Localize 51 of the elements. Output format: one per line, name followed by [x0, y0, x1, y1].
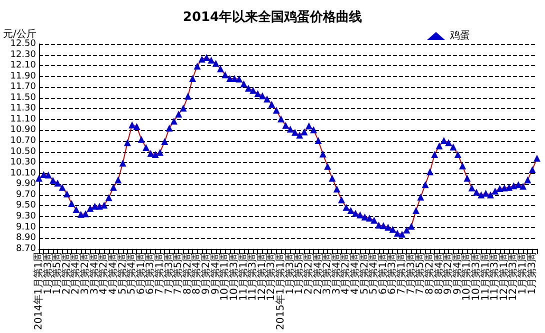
y-tick-label: 12.30: [10, 50, 36, 60]
x-tick-label: 4月第4周: [106, 252, 119, 295]
x-tick-label: 12月第1周: [256, 252, 268, 301]
x-tick-label: 7月第3周: [162, 252, 175, 295]
x-tick-label: 5月第2周: [116, 252, 128, 295]
y-tick-label: 12.50: [10, 39, 36, 49]
y-tick-label: 12.10: [10, 60, 36, 71]
x-tick-label: 2014年1月第1周: [32, 252, 44, 330]
x-tick-label: 8月第2周: [423, 252, 436, 295]
x-tick-label: 1月第3周: [526, 252, 538, 295]
y-tick-label: 10.70: [10, 136, 36, 146]
y-tick-label: 9.90: [16, 179, 36, 190]
y-tick-label: 11.10: [10, 114, 36, 124]
chart-title: 2014年以来全国鸡蛋价格曲线: [182, 10, 362, 25]
y-tick-label: 11.90: [10, 71, 36, 82]
y-tick-label: 9.30: [16, 211, 36, 222]
x-tick-label: 3月第4周: [330, 252, 342, 295]
x-tick-label: 11月第1周: [479, 252, 492, 301]
x-tick-label: 6月第1周: [134, 252, 147, 295]
x-tick-label: 12月第1周: [498, 252, 510, 301]
legend-label: 鸡蛋: [449, 30, 470, 42]
x-tick-label: 1月第3周: [42, 252, 54, 295]
y-axis-title: 元/公斤: [3, 28, 36, 40]
y-tick-label: 9.50: [16, 200, 36, 211]
x-tick-label: 2月第2周: [60, 252, 72, 295]
x-tick-label: 10月第3周: [228, 252, 240, 301]
x-tick-label: 7月第3周: [404, 252, 417, 295]
y-tick-label: 11.70: [10, 82, 36, 92]
y-tick-label: 9.10: [16, 222, 36, 232]
y-tick-label: 8.70: [16, 244, 36, 254]
x-tick-label: 11月第1周: [237, 252, 250, 301]
x-tick-label: 6月第1周: [376, 252, 389, 295]
x-tick-label: 9月第4周: [451, 252, 464, 295]
y-tick-label: 11.50: [10, 92, 36, 103]
y-tick-label: 10.90: [10, 125, 36, 136]
x-tick-label: 3月第4周: [88, 252, 100, 295]
x-tick-label: 4月第4周: [348, 252, 361, 295]
x-tick-label: 9月第4周: [209, 252, 222, 295]
y-tick-label: 9.70: [16, 190, 36, 200]
x-tick-label: 2月第2周: [302, 252, 314, 295]
y-tick-label: 8.90: [16, 233, 36, 244]
y-tick-label: 10.10: [10, 168, 36, 178]
x-tick-label: 1月第3周: [284, 252, 296, 295]
y-tick-label: 10.50: [10, 146, 36, 157]
y-tick-label: 11.30: [10, 104, 36, 114]
x-tick-label: 8月第4周: [432, 252, 445, 295]
y-tick-label: 10.30: [10, 158, 36, 168]
x-tick-label: 5月第2周: [358, 252, 370, 295]
x-tick-label: 8月第2周: [181, 252, 194, 295]
x-tick-label: 2月第4周: [312, 252, 324, 295]
x-tick-label: 10月第3周: [470, 252, 482, 301]
